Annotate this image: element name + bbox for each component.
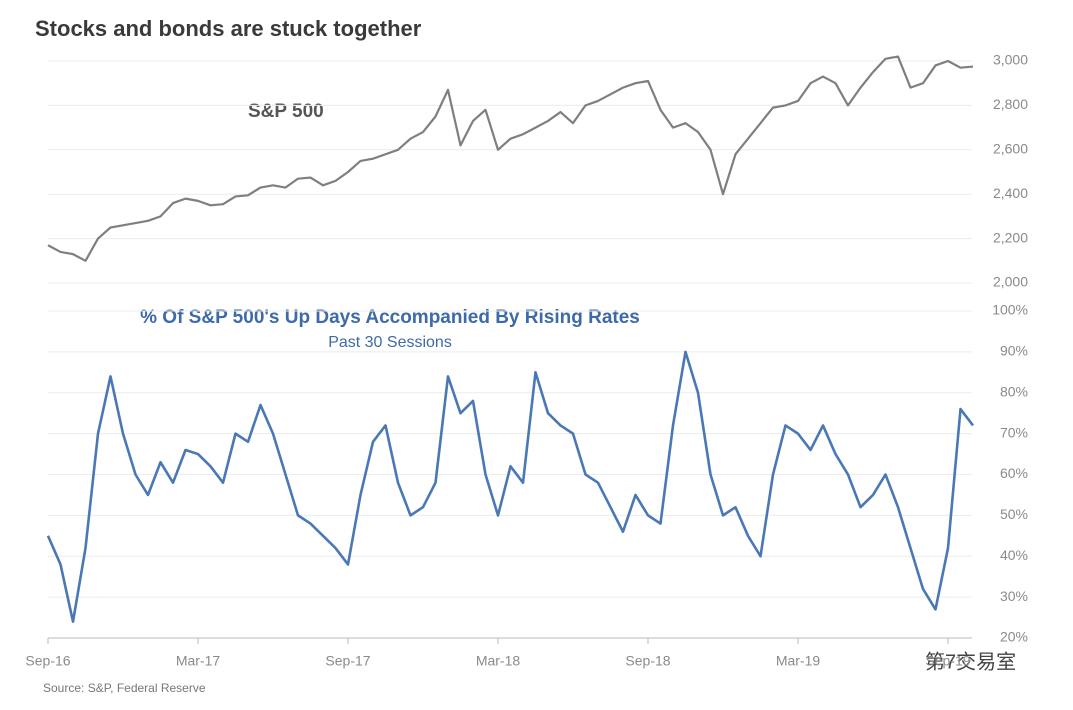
watermark: 第7交易室: [925, 650, 1016, 673]
x-tick-label: Sep-16: [25, 653, 70, 669]
source: Source: S&P, Federal Reserve: [43, 681, 206, 695]
y-tick-label: 20%: [1000, 629, 1028, 645]
series-label: S&P 500: [248, 101, 324, 122]
y-tick-label: 2,400: [993, 185, 1028, 201]
y-tick-label: 2,200: [993, 229, 1028, 245]
series-line: [47, 55, 974, 262]
y-tick-label: 2,800: [993, 96, 1028, 112]
x-tick-label: Mar-19: [776, 653, 821, 669]
y-tick-label: 40%: [1000, 547, 1028, 563]
y-tick-label: 50%: [1000, 506, 1028, 522]
y-tick-label: 30%: [1000, 588, 1028, 604]
series-line: [46, 350, 975, 623]
x-tick-label: Sep-17: [325, 653, 370, 669]
y-tick-label: 70%: [1000, 424, 1028, 440]
x-tick-label: Mar-18: [476, 653, 521, 669]
y-tick-label: 100%: [992, 302, 1028, 318]
y-tick-label: 80%: [1000, 383, 1028, 399]
x-tick-label: Mar-17: [176, 653, 221, 669]
y-tick-label: 2,600: [993, 141, 1028, 157]
panel-title: % Of S&P 500's Up Days Accompanied By Ri…: [140, 307, 640, 328]
x-tick-label: Sep-18: [625, 653, 670, 669]
panel-subtitle: Past 30 Sessions: [328, 334, 452, 351]
y-tick-label: 2,000: [993, 274, 1028, 290]
y-tick-label: 60%: [1000, 465, 1028, 481]
chart-title: Stocks and bonds are stuck together: [35, 16, 422, 41]
y-tick-label: 90%: [1000, 343, 1028, 359]
y-tick-label: 3,000: [993, 52, 1028, 68]
x-tick-label: Sep-19: [925, 653, 970, 669]
